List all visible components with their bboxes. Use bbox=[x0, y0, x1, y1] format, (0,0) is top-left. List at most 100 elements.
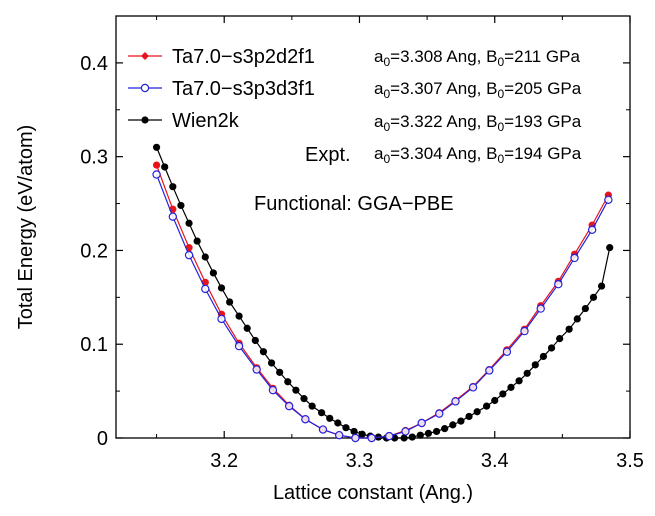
expt-label: Expt. bbox=[305, 144, 351, 166]
data-point bbox=[468, 383, 478, 392]
data-point bbox=[531, 361, 539, 369]
data-point bbox=[565, 325, 573, 333]
data-point bbox=[587, 225, 597, 235]
data-point bbox=[573, 315, 581, 323]
data-point bbox=[161, 163, 169, 171]
data-point bbox=[597, 282, 606, 290]
data-point bbox=[483, 402, 491, 410]
x-axis-title: Lattice constant (Ang.) bbox=[273, 482, 473, 504]
legend-label-series-3: Wien2k bbox=[172, 110, 240, 132]
data-point bbox=[465, 412, 473, 421]
data-point bbox=[589, 293, 598, 301]
parameter-annotations: a0=3.308 Ang, B0=211 GPa a0=3.307 Ang, B… bbox=[254, 47, 582, 215]
data-point bbox=[457, 417, 465, 425]
data-point bbox=[243, 324, 251, 332]
data-point bbox=[350, 427, 358, 436]
series-layer bbox=[152, 143, 614, 443]
legend-marker-series-2 bbox=[140, 83, 150, 93]
data-point bbox=[554, 280, 563, 289]
data-point bbox=[268, 385, 278, 395]
data-point bbox=[209, 269, 217, 277]
data-point bbox=[606, 244, 614, 252]
data-point bbox=[416, 431, 424, 439]
legend-label-series-2: Ta7.0−s3p3d3f1 bbox=[172, 78, 315, 100]
legend-marker-series-1 bbox=[141, 52, 149, 60]
data-point bbox=[177, 201, 185, 210]
data-point bbox=[276, 368, 284, 376]
data-point bbox=[385, 431, 394, 441]
data-point bbox=[217, 314, 226, 324]
data-point bbox=[400, 434, 408, 442]
annotation-series-1: a0=3.308 Ang, B0=211 GPa bbox=[374, 47, 580, 69]
data-point bbox=[351, 433, 360, 443]
data-point bbox=[547, 344, 556, 352]
data-point bbox=[556, 334, 564, 343]
data-point bbox=[326, 414, 334, 422]
annotation-expt: a0=3.304 Ang, B0=194 GPa bbox=[374, 144, 582, 166]
series-line bbox=[156, 174, 609, 439]
data-point bbox=[308, 402, 316, 410]
data-point bbox=[284, 401, 294, 411]
data-point bbox=[432, 427, 441, 436]
data-point bbox=[267, 359, 276, 367]
y-tick-label: 0.3 bbox=[80, 147, 108, 169]
data-point bbox=[604, 195, 613, 205]
data-point bbox=[226, 298, 234, 306]
data-point bbox=[408, 433, 416, 441]
data-point bbox=[152, 161, 161, 169]
annotation-series-2: a0=3.307 Ang, B0=205 GPa bbox=[374, 79, 582, 101]
data-point bbox=[292, 386, 300, 394]
series-3 bbox=[152, 143, 614, 442]
data-point bbox=[491, 396, 499, 405]
x-tick-label: 3.3 bbox=[346, 450, 374, 472]
data-point bbox=[520, 326, 529, 336]
data-point bbox=[570, 253, 579, 263]
data-point bbox=[185, 219, 193, 227]
legend-marker-series-3 bbox=[141, 116, 149, 124]
data-point bbox=[342, 424, 350, 432]
y-tick-label: 0.4 bbox=[80, 53, 108, 75]
data-point bbox=[334, 419, 342, 427]
data-point bbox=[217, 284, 226, 292]
data-point bbox=[168, 212, 178, 221]
data-point bbox=[502, 347, 512, 356]
data-point bbox=[581, 304, 589, 313]
data-point bbox=[499, 390, 507, 398]
data-point bbox=[300, 395, 308, 403]
y-tick-label: 0.1 bbox=[80, 334, 108, 356]
data-point bbox=[451, 397, 460, 406]
data-point bbox=[201, 253, 209, 261]
y-tick-label: 0.2 bbox=[80, 240, 108, 262]
axis-tick-labels: 3.2 3.3 3.4 3.5 0 0.1 0.2 0.3 0.4 bbox=[80, 53, 644, 472]
data-point bbox=[234, 341, 244, 351]
data-point bbox=[152, 170, 161, 179]
y-axis-title: Total Energy (eV/atom) bbox=[15, 125, 37, 330]
data-point bbox=[515, 377, 523, 385]
legend-label-series-1: Ta7.0−s3p2d2f1 bbox=[172, 46, 315, 68]
data-point bbox=[358, 430, 366, 438]
data-point bbox=[536, 304, 545, 313]
data-point bbox=[201, 284, 210, 294]
series-2 bbox=[152, 170, 613, 443]
data-point bbox=[507, 383, 515, 391]
data-point bbox=[259, 348, 268, 356]
data-point bbox=[523, 369, 531, 377]
data-point bbox=[539, 352, 548, 361]
data-point bbox=[235, 312, 243, 320]
data-point bbox=[152, 143, 161, 151]
data-point bbox=[318, 409, 326, 417]
legend: Ta7.0−s3p2d2f1 Ta7.0−s3p3d3f1 Wien2k bbox=[128, 46, 315, 132]
data-point bbox=[334, 430, 344, 440]
data-point bbox=[252, 365, 261, 374]
data-point bbox=[169, 183, 177, 191]
data-point bbox=[424, 429, 433, 437]
functional-label: Functional: GGA−PBE bbox=[254, 193, 454, 215]
y-tick-label: 0 bbox=[97, 428, 108, 450]
data-point bbox=[417, 418, 426, 428]
x-tick-label: 3.2 bbox=[210, 450, 238, 472]
data-point bbox=[318, 425, 328, 434]
data-point bbox=[401, 427, 410, 436]
x-tick-label: 3.5 bbox=[616, 450, 644, 472]
data-point bbox=[284, 378, 292, 386]
data-point bbox=[193, 237, 201, 245]
